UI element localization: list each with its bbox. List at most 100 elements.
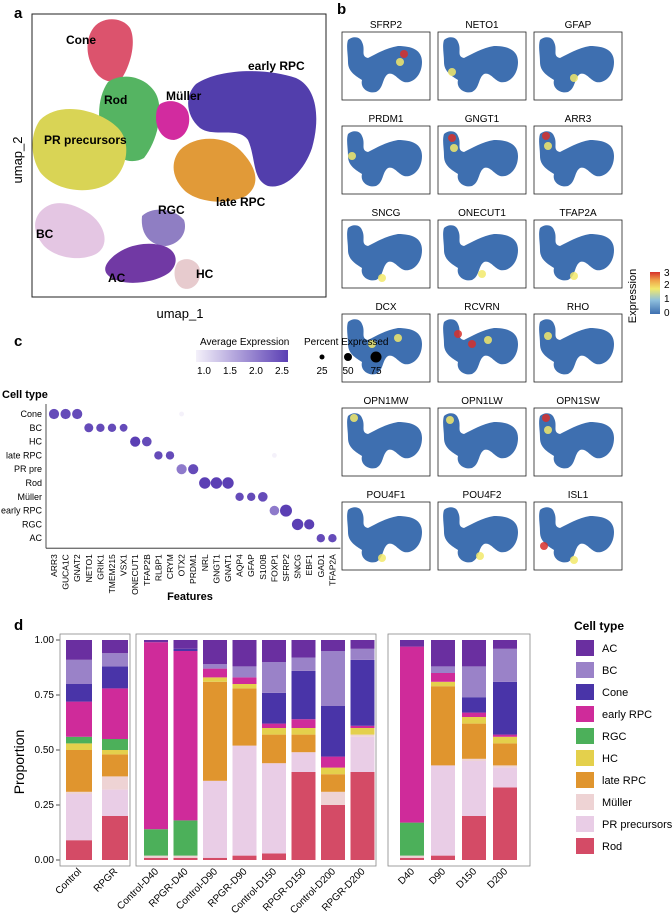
- feature-title-onecut1: ONECUT1: [458, 208, 506, 219]
- feature-umap-opn1sw: [539, 413, 614, 469]
- stackbar-ytick-1: 0.25: [35, 800, 55, 811]
- bar-seg-rpgr-late-rpc: [102, 754, 128, 777]
- dotplot-xtick-arr3: ARR3: [49, 554, 59, 577]
- feature-title-sfrp2: SFRP2: [370, 20, 403, 31]
- bar-seg-rpgr-d90-bc: [232, 666, 257, 678]
- bar-seg-d200-bc: [493, 648, 517, 682]
- dotplot-xtick-grik1: GRIK1: [95, 554, 105, 580]
- legend-swatch-early-rpc: [576, 706, 594, 722]
- bar-seg-d150-rod: [462, 816, 486, 860]
- bar-seg-rpgr-d150-hc: [291, 728, 316, 735]
- legend-label-cone: Cone: [602, 687, 628, 699]
- bar-seg-control-d150-ac: [262, 640, 286, 662]
- panel-d: d Proportion 0.00 0.25 0.50 0.75 1.00 Control…: [11, 617, 672, 916]
- bar-seg-control-d90-ac: [203, 640, 227, 665]
- umap-xlabel: umap_1: [157, 306, 204, 321]
- dotplot: Cone BC HC late RPC PR pre Rod Müller early RPC…: [1, 404, 341, 595]
- stackbar-xtick-d90: D90: [427, 866, 448, 887]
- legend-swatch-bc: [576, 662, 594, 678]
- bar-seg-control-cone: [66, 684, 92, 702]
- feature-hotspot-dcx-1: [394, 334, 402, 342]
- legend-pct-dot-75: [370, 351, 382, 363]
- feature-title-rcvrn: RCVRN: [464, 302, 500, 313]
- feature-title-gfap: GFAP: [565, 20, 592, 31]
- bar-seg-d200-pr-precursors: [493, 767, 517, 788]
- dot-müller-s100b: [258, 492, 268, 502]
- bar-seg-d90-early-rpc: [431, 673, 455, 682]
- bar-seg-rpgr-d200-cone: [350, 659, 375, 726]
- feature-hotspot-opn1sw-1: [544, 426, 552, 434]
- dotplot-xtick-tfap2a: TFAP2A: [327, 554, 337, 586]
- cluster-rgc: [141, 209, 186, 246]
- cluster-muller: [156, 101, 190, 140]
- panel-d-letter: d: [14, 617, 23, 634]
- feature-umap-pou4f1: [347, 507, 422, 563]
- bar-seg-d150-müller: [462, 758, 486, 761]
- dot-cone-otx2: [179, 411, 185, 417]
- stackbar-xtick-rpgr: RPGR: [92, 866, 120, 894]
- dotplot-ytick-7: early RPC: [1, 506, 43, 516]
- bar-seg-rpgr-müller: [102, 776, 128, 790]
- stackbar-ytick-4: 1.00: [35, 635, 55, 646]
- bar-seg-control-d200-bc: [321, 651, 345, 706]
- stackbar-ytick-2: 0.50: [35, 745, 55, 756]
- cluster-ac: [105, 243, 176, 283]
- bar-seg-d90-ac: [431, 640, 455, 667]
- feature-hotspot-opn1sw-0: [542, 414, 550, 422]
- dot-bc-grik1: [96, 423, 105, 432]
- legend-swatch-müller: [576, 794, 594, 810]
- cluster-cone: [87, 19, 133, 82]
- bar-seg-control-d150-rod: [262, 853, 286, 860]
- dot-cone-guca1c: [60, 408, 71, 420]
- bar-seg-control-d200-ac: [321, 640, 345, 651]
- dotplot-xtick-foxp1: FOXP1: [269, 554, 279, 582]
- dotplot-xtick-otx2: OTX2: [177, 554, 187, 576]
- feature-umap-arr3: [539, 131, 614, 187]
- bar-seg-d150-cone: [462, 697, 486, 713]
- feature-umap-rho: [539, 319, 614, 375]
- dot-hc-onecut1: [130, 436, 141, 447]
- bar-seg-d150-early-rpc: [462, 712, 486, 717]
- bar-seg-control-d40-ac: [144, 640, 168, 643]
- bar-seg-control-ac: [66, 640, 92, 660]
- cluster-bc: [35, 203, 105, 259]
- feature-title-arr3: ARR3: [565, 114, 592, 125]
- feature-hotspot-rho-0: [544, 332, 552, 340]
- label-cone: Cone: [66, 33, 96, 47]
- dotplot-xtick-sncg: SNCG: [293, 554, 303, 579]
- bar-seg-rpgr-d40-rod: [173, 857, 198, 860]
- bar-seg-rpgr-d200-early-rpc: [350, 725, 375, 728]
- dotplot-ytitle: Cell type: [2, 389, 48, 401]
- legend-expr-tick-3: 2.5: [275, 366, 289, 377]
- cluster-early-rpc: [188, 71, 317, 187]
- bar-seg-d150-pr-precursors: [462, 761, 486, 816]
- bar-seg-d90-late-rpc: [431, 686, 455, 766]
- feature-title-gngt1: GNGT1: [465, 114, 500, 125]
- bar-seg-d200-early-rpc: [493, 734, 517, 737]
- bar-seg-rpgr-d150-bc: [291, 657, 316, 671]
- bar-seg-control-d200-müller: [321, 791, 345, 805]
- stackbar-legend: AC BC Cone early RPC RGC HC late RPC Müller PR p…: [576, 640, 672, 854]
- dotplot-xtick-guca1c: GUCA1C: [61, 554, 71, 589]
- dotplot-xtick-prdm1: PRDM1: [188, 554, 198, 584]
- dot-bc-tmem215: [107, 423, 117, 432]
- legend-expr-tick-1: 1.5: [223, 366, 237, 377]
- expression-colorbar: [650, 272, 660, 314]
- bar-seg-rpgr-d200-müller: [350, 734, 375, 737]
- feature-hotspot-isl1-0: [540, 542, 548, 550]
- feature-hotspot-prdm1-0: [348, 152, 356, 160]
- dot-early-rpc-foxp1: [269, 505, 280, 516]
- legend-swatch-late-rpc: [576, 772, 594, 788]
- label-ac: AC: [108, 271, 126, 285]
- dotplot-xtick-rlbp1: RLBP1: [153, 554, 163, 581]
- bar-seg-d90-bc: [431, 666, 455, 673]
- feature-hotspot-sfrp2-1: [396, 58, 404, 66]
- stackbar-xtick-control: Control: [54, 866, 85, 897]
- legend-label-rod: Rod: [602, 841, 622, 853]
- dotplot-xtick-gad1: GAD1: [316, 554, 326, 577]
- dot-rgc-ebf1: [304, 519, 315, 530]
- dotplot-ytick-0: Cone: [20, 409, 42, 419]
- feature-umap-opn1mw: [347, 413, 422, 469]
- dot-rod-gnat1: [222, 477, 234, 489]
- dot-late-rpc-crym: [165, 451, 175, 460]
